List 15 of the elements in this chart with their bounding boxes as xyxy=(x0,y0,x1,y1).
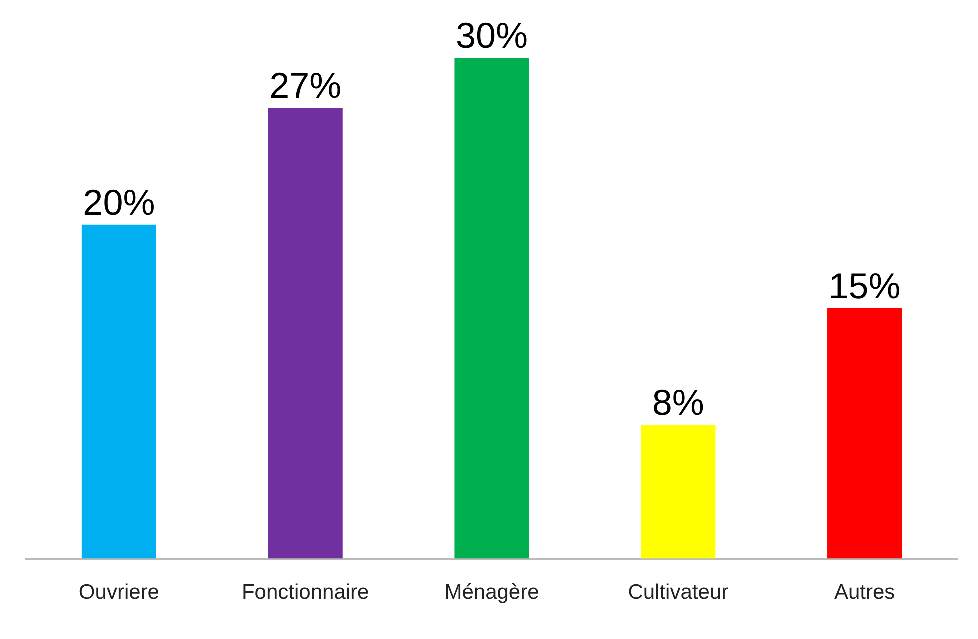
x-tick-label: Fonctionnaire xyxy=(242,581,370,604)
bar xyxy=(454,58,530,559)
data-label: 20% xyxy=(83,182,156,223)
bar xyxy=(641,425,716,559)
bar xyxy=(268,108,343,559)
x-tick-label: Cultivateur xyxy=(628,581,729,604)
x-tick-label: Ouvriere xyxy=(78,581,160,604)
bar xyxy=(82,224,156,559)
bar xyxy=(828,308,902,559)
x-tick-label: Ménagère xyxy=(444,581,540,604)
data-label: 8% xyxy=(652,382,704,424)
data-label: 30% xyxy=(456,14,528,56)
x-tick-label: Autres xyxy=(834,581,896,604)
data-label: 27% xyxy=(270,65,342,106)
data-label: 15% xyxy=(828,265,901,306)
